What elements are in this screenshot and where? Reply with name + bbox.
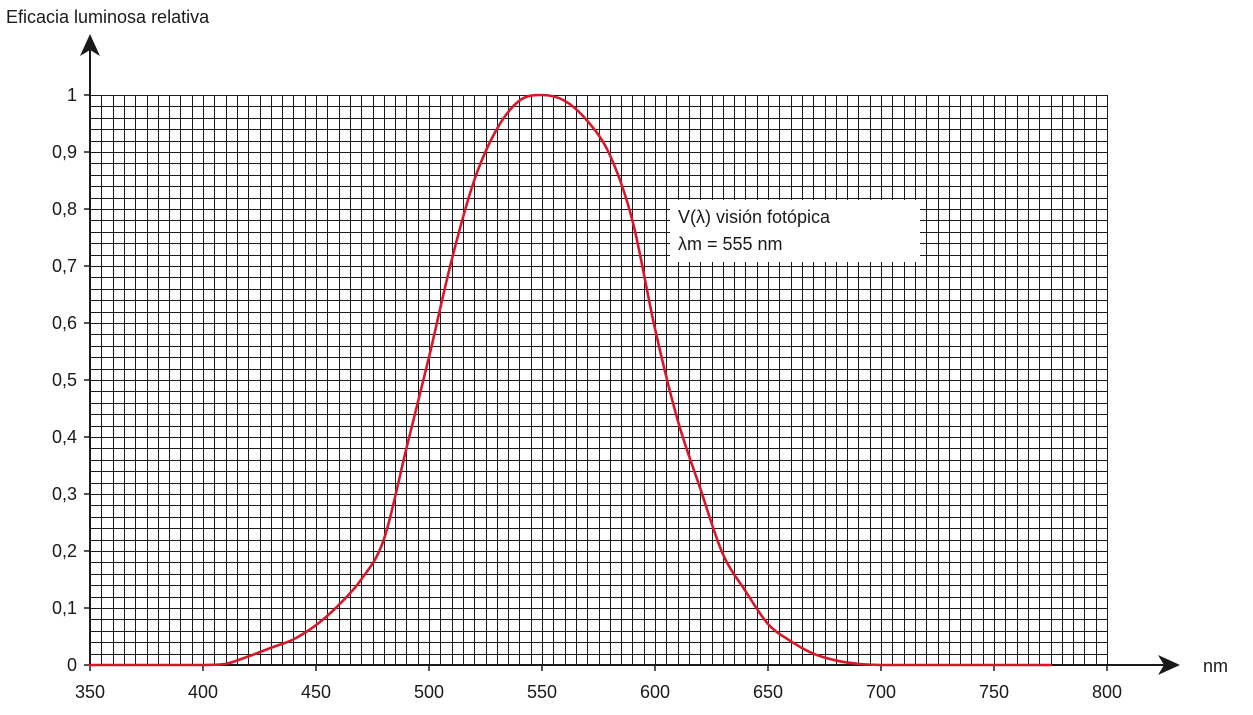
y-tick-label: 0,9	[52, 142, 77, 162]
chart-axes	[80, 34, 1180, 675]
x-axis-arrow-icon	[1158, 655, 1180, 675]
y-tick-label: 0,2	[52, 541, 77, 561]
y-tick-label: 0,8	[52, 199, 77, 219]
x-tick-label: 700	[866, 682, 896, 702]
y-tick-label: 0,7	[52, 256, 77, 276]
y-tick-label: 0,5	[52, 370, 77, 390]
x-tick-label: 550	[527, 682, 557, 702]
y-tick-labels: 0 0,1 0,2 0,3 0,4 0,5 0,6 0,7 0,8 0,9 1	[52, 85, 90, 675]
x-axis-label: nm	[1203, 656, 1228, 676]
x-tick-label: 450	[301, 682, 331, 702]
annotation-background	[670, 200, 920, 262]
x-tick-label: 500	[414, 682, 444, 702]
x-tick-label: 400	[188, 682, 218, 702]
series-line-v-lambda	[88, 93, 1052, 667]
annotation-line-1: V(λ) visión fotópica	[678, 207, 831, 227]
y-tick-label: 1	[67, 85, 77, 105]
y-tick-label: 0,1	[52, 598, 77, 618]
annotation-line-2: λm = 555 nm	[678, 234, 783, 254]
x-tick-labels: 350 400 450 500 550 600 650 700 750 800	[75, 665, 1122, 702]
chart-series	[88, 93, 1052, 667]
annotation-box: V(λ) visión fotópica λm = 555 nm	[670, 200, 920, 262]
y-tick-label: 0,6	[52, 313, 77, 333]
y-tick-label: 0,4	[52, 427, 77, 447]
x-tick-label: 800	[1092, 682, 1122, 702]
y-tick-label: 0,3	[52, 484, 77, 504]
y-tick-label: 0	[67, 655, 77, 675]
x-tick-label: 750	[979, 682, 1009, 702]
x-tick-label: 650	[753, 682, 783, 702]
x-tick-label: 350	[75, 682, 105, 702]
y-axis-arrow-icon	[80, 34, 100, 56]
x-tick-label: 600	[640, 682, 670, 702]
y-axis-label: Eficacia luminosa relativa	[6, 7, 210, 27]
chart-grid	[90, 95, 1108, 666]
